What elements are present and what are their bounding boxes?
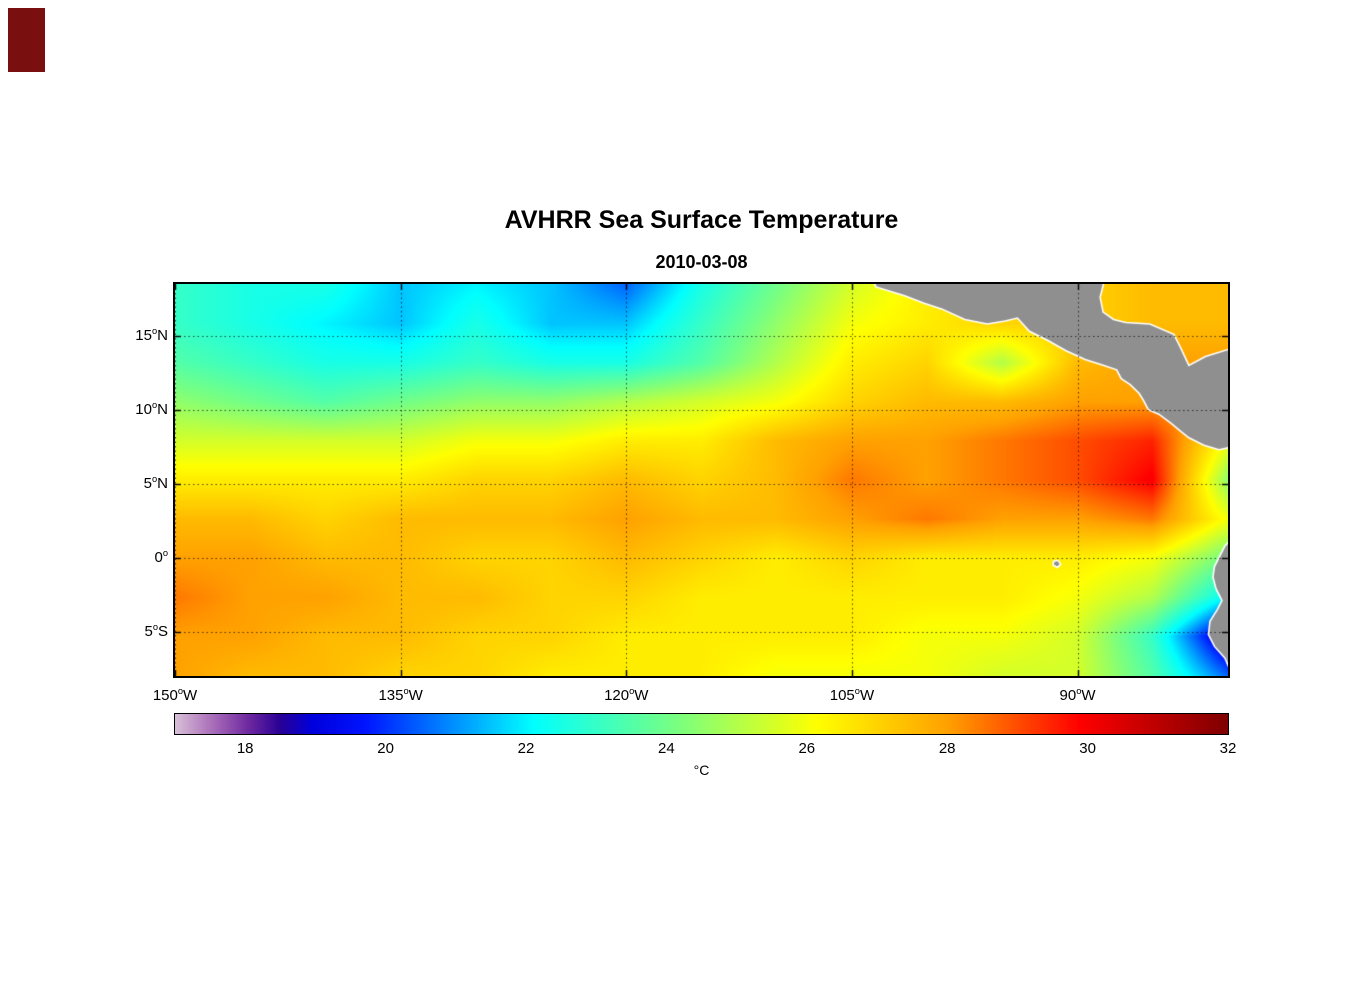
degree-symbol: o [854, 686, 860, 696]
x-tick-label: 135oW [378, 686, 423, 704]
colorbar-tick-label: 20 [377, 740, 394, 757]
color-swatch-artifact [8, 8, 45, 72]
colorbar-tick-label: 28 [938, 740, 956, 757]
chart-date: 2010-03-08 [655, 252, 748, 272]
y-tick-label: 5oN [143, 473, 168, 492]
degree-symbol: o [629, 686, 635, 696]
colorbar-tick-label: 24 [658, 740, 675, 757]
colorbar-tick-label: 30 [1079, 740, 1096, 757]
map-plot-frame [173, 282, 1230, 678]
degree-symbol: o [162, 547, 168, 558]
degree-symbol: o [403, 686, 409, 696]
colorbar-frame [174, 713, 1229, 735]
colorbar-tick-label: 18 [236, 740, 254, 757]
x-tick-label: 150oW [152, 686, 198, 704]
degree-symbol: o [151, 325, 158, 336]
degree-symbol: o [1076, 686, 1082, 696]
degree-symbol: o [151, 473, 158, 484]
colorbar-tick-label: 22 [517, 740, 535, 757]
y-tick-label: 10oN [135, 399, 168, 418]
colorbar-tick-label: 26 [798, 740, 816, 757]
colorbar-tick-label: 32 [1219, 740, 1237, 757]
degree-symbol: o [152, 621, 158, 632]
y-tick-label: 0o [154, 547, 168, 566]
x-tick-label: 105oW [829, 686, 875, 704]
y-tick-label: 5oS [144, 621, 168, 640]
degree-symbol: o [151, 399, 158, 410]
x-tick-label: 90oW [1059, 686, 1096, 704]
sst-map-canvas [175, 284, 1228, 676]
x-tick-label: 120oW [604, 686, 649, 704]
colorbar-canvas [175, 714, 1228, 734]
chart-title: AVHRR Sea Surface Temperature [504, 206, 899, 234]
colorbar-unit-label: °C [693, 762, 710, 778]
y-tick-label: 15oN [135, 325, 168, 344]
degree-symbol: o [177, 686, 184, 696]
